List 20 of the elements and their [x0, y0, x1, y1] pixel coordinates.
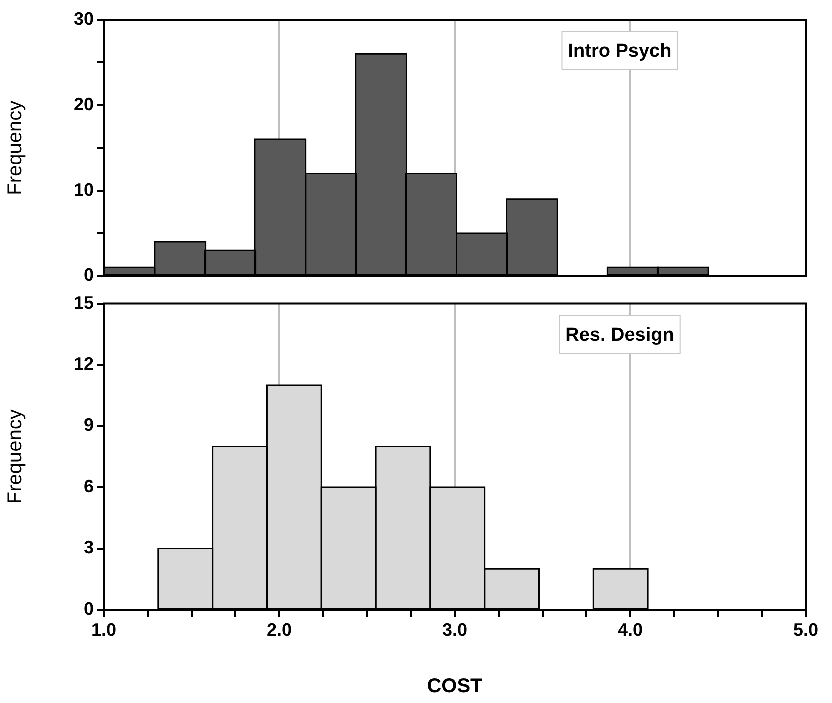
y-tick-label: 0 [84, 598, 94, 619]
y-tick-label: 10 [74, 180, 94, 200]
y-axis-title: Frequency [4, 410, 27, 504]
annotation: Intro Psych [568, 41, 672, 62]
annotation: Res. Design [566, 325, 674, 346]
y-tick-label: 30 [74, 8, 94, 29]
y-tick-label: 3 [84, 538, 94, 558]
x-tick-label: 3.0 [442, 620, 468, 640]
y-tick-label: 9 [84, 415, 94, 436]
y-tick-label: 12 [74, 354, 94, 374]
x-tick-label: 1.0 [91, 620, 117, 640]
y-tick-label: 15 [74, 292, 94, 313]
y-axis-title: Frequency [4, 100, 27, 196]
x-axis-title: COST [427, 676, 483, 698]
y-tick-label: 20 [74, 94, 94, 114]
y-tick-label: 6 [84, 476, 94, 496]
x-tick-label: 5.0 [793, 620, 819, 640]
x-tick-label: 4.0 [618, 620, 644, 640]
y-tick-label: 0 [84, 265, 94, 286]
x-tick-label: 2.0 [266, 620, 292, 640]
